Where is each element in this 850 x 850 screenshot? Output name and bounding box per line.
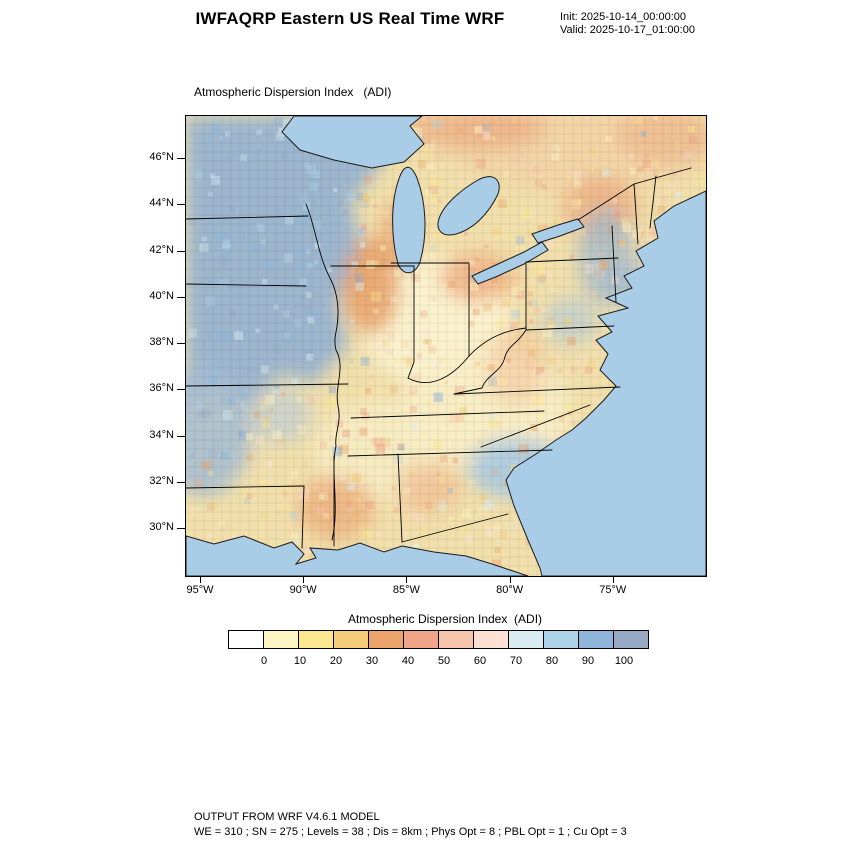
lat-tick-label: 42°N: [149, 243, 174, 256]
colorbar-box: [263, 630, 299, 649]
colorbar-box: [368, 630, 404, 649]
lat-tick-mark: [177, 435, 185, 437]
lon-tick-label: 90°W: [289, 584, 317, 596]
colorbar-box: [438, 630, 474, 649]
lat-tick-label: 44°N: [149, 197, 174, 210]
gulf-of-mexico: [186, 535, 529, 576]
lat-tick-label: 34°N: [149, 428, 174, 441]
lon-tick-mark: [200, 576, 201, 583]
colorbar-tick-label: 30: [365, 655, 379, 667]
colorbar-box: [543, 630, 579, 649]
lon-tick-label: 95°W: [186, 584, 214, 596]
colorbar-tick-label: 20: [329, 655, 343, 667]
lon-tick-mark: [406, 576, 408, 583]
lake-michigan: [392, 166, 426, 274]
colorbar-tick-label: 100: [614, 655, 634, 667]
lat-tick-mark: [177, 250, 185, 252]
great-lakes: [281, 116, 585, 285]
colorbar-tick-label: 50: [437, 655, 451, 667]
colorbar-tick-label: 0: [260, 655, 268, 667]
colorbar-title: Atmospheric Dispersion Index (ADI): [347, 612, 543, 626]
footer-line1: OUTPUT FROM WRF V4.6.1 MODEL: [194, 811, 380, 823]
lat-tick-mark: [177, 481, 185, 483]
lat-tick-mark: [177, 204, 185, 206]
lake-ontario: [531, 218, 585, 244]
lat-tick-label: 32°N: [149, 474, 174, 487]
lat-tick-mark: [177, 296, 185, 298]
colorbar-box: [508, 630, 544, 649]
lat-tick-mark: [177, 158, 185, 159]
lon-tick-label: 85°W: [392, 584, 420, 596]
colorbar-box: [228, 630, 264, 649]
lat-tick-label: 40°N: [149, 289, 174, 302]
lake-erie: [471, 241, 549, 285]
colorbar-tick-label: 10: [293, 655, 307, 667]
colorbar-box: [333, 630, 369, 649]
colorbar-box: [613, 630, 649, 649]
field-title: Atmospheric Dispersion Index (ADI): [194, 85, 392, 99]
lat-tick-label: 30°N: [149, 521, 174, 533]
footer-line2: WE = 310 ; SN = 275 ; Levels = 38 ; Dis …: [194, 826, 627, 838]
valid-time: Valid: 2025-10-17_01:00:00: [560, 24, 695, 36]
lon-tick-mark: [612, 576, 614, 583]
lake-huron: [437, 176, 500, 236]
colorbar-tick-label: 80: [545, 655, 559, 667]
lon-tick-label: 80°W: [496, 584, 524, 596]
colorbar-tick-label: 70: [509, 655, 523, 667]
map-plot: [185, 115, 707, 577]
colorbar-box: [578, 630, 614, 649]
lat-tick-mark: [177, 389, 185, 391]
figure-title: IWFAQRP Eastern US Real Time WRF: [195, 9, 505, 28]
adi-map: [186, 116, 706, 576]
colorbar: [228, 630, 649, 649]
lat-tick-label: 36°N: [149, 382, 174, 395]
lon-tick-label: 75°W: [599, 584, 627, 596]
colorbar-box: [298, 630, 334, 649]
lat-tick-label: 38°N: [149, 336, 174, 348]
lat-tick-label: 46°N: [149, 151, 174, 163]
lon-tick-mark: [303, 576, 305, 583]
colorbar-box: [473, 630, 509, 649]
lat-tick-mark: [177, 343, 185, 344]
init-valid-block: Init: 2025-10-14_00:00:00 Valid: 2025-10…: [560, 11, 695, 37]
lake-superior: [281, 116, 425, 169]
lon-tick-mark: [509, 576, 511, 583]
colorbar-tick-label: 60: [473, 655, 487, 667]
footer-block: OUTPUT FROM WRF V4.6.1 MODEL WE = 310 ; …: [194, 810, 627, 840]
state-boundaries: [186, 167, 692, 549]
colorbar-tick-label: 90: [581, 655, 595, 667]
lat-tick-mark: [177, 528, 185, 529]
init-time: Init: 2025-10-14_00:00:00: [560, 11, 686, 23]
colorbar-tick-label: 40: [401, 655, 415, 667]
ocean: [186, 190, 706, 576]
colorbar-box: [403, 630, 439, 649]
atlantic-ocean: [505, 190, 706, 576]
